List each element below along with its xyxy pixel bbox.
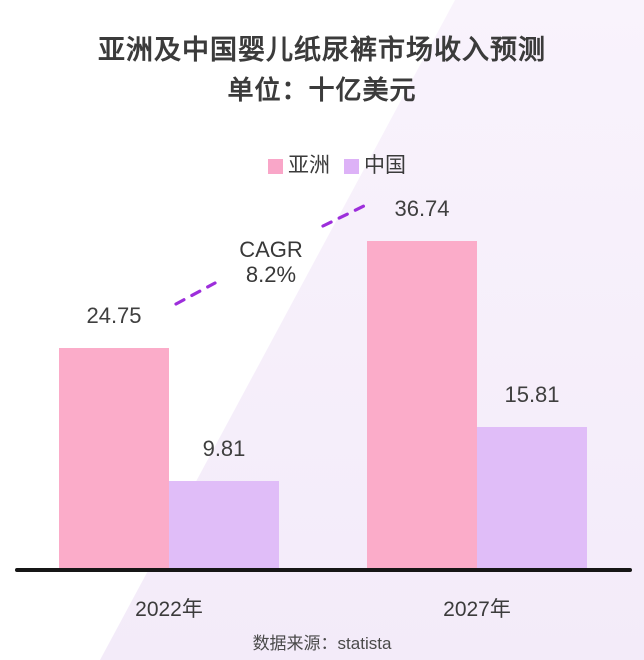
bar-中国-2027年 [477, 427, 587, 568]
value-label-中国-2027年: 15.81 [504, 382, 560, 407]
x-axis-line [15, 568, 632, 572]
legend-item-china: 中国 [344, 155, 406, 177]
legend-label-china: 中国 [364, 154, 406, 177]
chart-subtitle: 单位：十亿美元 [227, 75, 417, 105]
value-label-亚洲-2022年: 24.75 [86, 303, 142, 328]
chart-title: 亚洲及中国婴儿纸尿裤市场收入预测 [98, 35, 546, 65]
china-swatch-icon [344, 158, 359, 174]
value-label-中国-2022年: 9.81 [202, 436, 246, 461]
cagr-annotation: CAGR 8.2% [221, 237, 321, 287]
x-axis-label-2027: 2027年 [443, 598, 511, 621]
x-axis-label-2022: 2022年 [135, 598, 203, 621]
cagr-annotation-line2: 8.2% [245, 262, 297, 287]
cagr-annotation-line1: CAGR [239, 237, 303, 262]
legend: 亚洲 中国 [268, 155, 406, 177]
bar-亚洲-2027年 [367, 241, 477, 568]
bar-中国-2022年 [169, 481, 279, 568]
bar-亚洲-2022年 [59, 348, 169, 568]
legend-label-asia: 亚洲 [288, 154, 330, 177]
value-label-亚洲-2027年: 36.74 [394, 196, 450, 221]
data-source: 数据来源：statista [252, 634, 392, 653]
legend-item-asia: 亚洲 [268, 155, 330, 177]
asia-swatch-icon [268, 158, 283, 174]
